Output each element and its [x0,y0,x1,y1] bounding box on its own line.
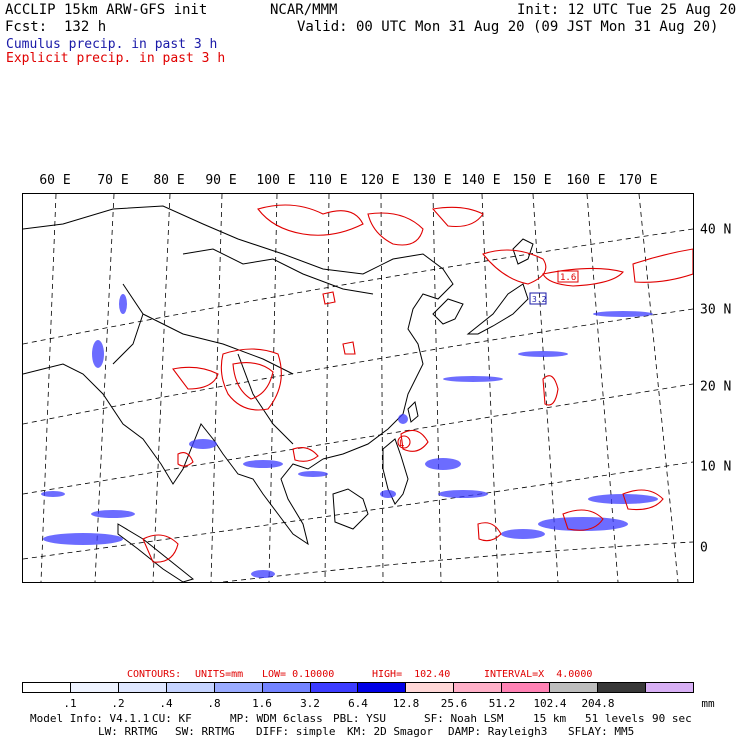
lon-label: 60 E [39,173,71,188]
colorbar-tick-label: .4 [159,697,173,710]
colorbar-tick-label: 1.6 [252,697,272,710]
lon-label: 70 E [97,173,129,188]
pbl-scheme: PBL: YSU [333,712,386,725]
colorbar-segment [358,683,407,692]
product-title: ACCLIP 15km ARW-GFS init [5,2,208,18]
lon-label: 90 E [205,173,237,188]
low-annotations: 1.6 3.2 L [399,270,579,449]
low-box-b [529,292,547,305]
legend-explicit: Explicit precip. in past 3 h [6,51,226,66]
sf-scheme: SF: Noah LSM [424,712,504,725]
valid-time: Valid: 00 UTC Mon 31 Aug 20 (09 JST Mon … [297,19,719,35]
colorbar-tick-label: 3.2 [300,697,320,710]
colorbar-tick-label: .8 [207,697,221,710]
lat-label: 0 [700,540,708,556]
contours-label: CONTOURS: [127,669,182,680]
low-box-label-a: 1.6 [560,273,576,283]
contours-high: HIGH= 102.40 [372,669,451,680]
legend-cumulus: Cumulus precip. in past 3 h [6,37,218,52]
vertical-levels: 51 levels [585,712,645,725]
center-name: NCAR/MMM [270,2,338,18]
lon-label: 120 E [360,173,400,188]
colorbar-unit: mm [701,697,715,710]
colorbar-segment [70,683,119,692]
lon-label: 140 E [461,173,501,188]
lon-label: 170 E [618,173,658,188]
lat-label: 40 N [700,222,732,238]
colorbar-segment [262,683,311,692]
low-box-label-b: 3.2 [532,295,547,304]
graticule-latitudes [22,228,694,583]
sflay-scheme: SFLAY: MM5 [568,725,635,738]
colorbar-tick-label: .2 [111,697,125,710]
colorbar [22,682,694,693]
contours-interval: INTERVAL=X 4.0000 [484,669,593,680]
colorbar-tick-label: 51.2 [488,697,516,710]
colorbar-tick-label: 12.8 [392,697,420,710]
colorbar-tick-label: 204.8 [581,697,615,710]
mp-scheme: MP: WDM 6class [230,712,323,725]
damp-scheme: DAMP: Rayleigh3 [448,725,548,738]
colorbar-segment [310,683,359,692]
explicit-precip [142,204,694,563]
colorbar-segment [502,683,551,692]
colorbar-segment [166,683,215,692]
model-info: Model Info: V4.1.1 [30,712,150,725]
coastlines [22,205,534,583]
km-scheme: KM: 2D Smagor [347,725,434,738]
cumulus-precip [41,294,658,578]
colorbar-tick-label: 6.4 [348,697,368,710]
colorbar-segment [23,683,71,692]
lw-scheme: LW: RRTMG [98,725,158,738]
cu-scheme: CU: KF [152,712,192,725]
lon-label: 100 E [256,173,296,188]
lat-label: 30 N [700,302,732,318]
grid-spacing: 15 km [533,712,567,725]
map-canvas: 1.6 3.2 L [22,193,694,583]
lat-label: 10 N [700,459,732,475]
colorbar-segment [118,683,167,692]
lon-label: 160 E [566,173,606,188]
colorbar-segment [645,683,693,692]
colorbar-segment [598,683,646,692]
low-box-a [557,270,579,283]
colorbar-segment [454,683,503,692]
colorbar-tick-label: 25.6 [440,697,468,710]
contours-units: UNITS=mm [195,669,244,680]
colorbar-tick-label: .1 [63,697,77,710]
lon-label: 130 E [412,173,452,188]
lon-label: 80 E [153,173,185,188]
colorbar-segment [406,683,455,692]
precip-map[interactable]: 1.6 3.2 L [22,193,694,583]
diff-scheme: DIFF: simple [256,725,336,738]
sw-scheme: SW: RRTMG [175,725,235,738]
lon-label: 150 E [512,173,552,188]
lat-label: 20 N [700,379,732,395]
forecast-hour: Fcst: 132 h [5,19,107,35]
typhoon-label: L [399,439,404,449]
colorbar-segment [550,683,599,692]
graticule-longitudes [40,193,679,583]
contours-low: LOW= 0.10000 [262,669,335,680]
time-step: 90 sec [652,712,692,725]
colorbar-tick-label: 102.4 [533,697,567,710]
init-time: Init: 12 UTC Tue 25 Aug 20 [517,2,737,18]
lon-label: 110 E [308,173,348,188]
colorbar-segment [214,683,263,692]
